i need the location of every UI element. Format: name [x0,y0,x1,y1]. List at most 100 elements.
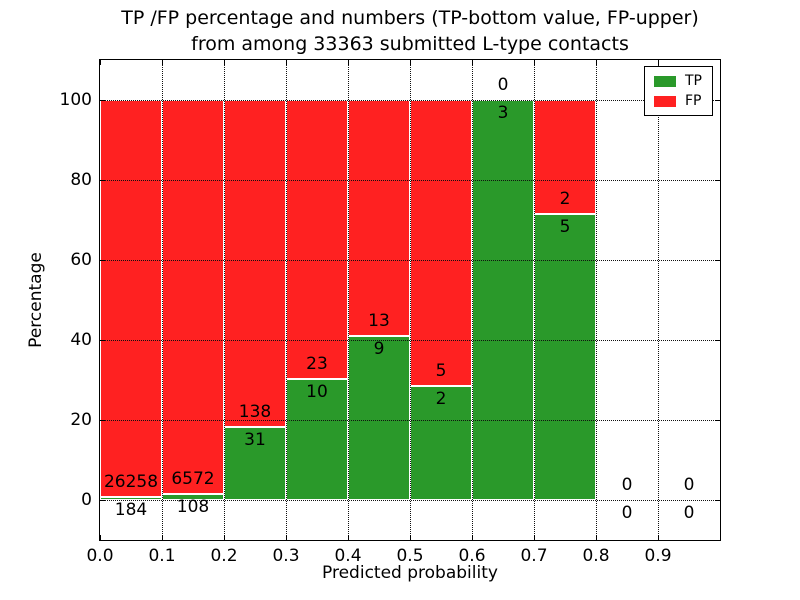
bar-tp-segment [472,100,534,500]
x-tick-mark [658,60,659,65]
tp-count-label: 3 [497,103,509,123]
legend-label-fp: FP [685,93,702,109]
x-tick-mark [224,60,225,65]
fp-color-swatch [654,95,676,107]
tp-count-label: 9 [373,339,385,360]
gridline-vertical [162,60,163,540]
tp-count-label: 2 [435,388,447,409]
y-tick-label: 60 [70,250,92,270]
tp-count-label: 10 [306,381,328,402]
x-tick-mark [596,60,597,65]
tp-count-label: 184 [114,500,148,521]
bar-tp-segment [534,214,596,500]
gridline-vertical [224,60,225,540]
x-tick-mark [472,60,473,65]
x-tick-mark [410,60,411,65]
fp-count-label: 0 [621,475,633,495]
bar-fp-segment [348,100,410,337]
fp-count-label: 2 [559,189,571,210]
fp-count-label: 138 [238,401,272,422]
fp-count-label: 26258 [103,472,159,493]
bar-fp-segment [534,100,596,215]
x-tick-mark [596,535,597,540]
x-tick-label: 0.1 [148,546,176,566]
x-tick-mark [224,535,225,540]
tp-count-label: 108 [176,496,210,517]
x-tick-label: 0.0 [86,546,114,566]
x-tick-label: 0.8 [582,546,610,566]
tp-color-swatch [654,75,676,87]
y-tick-mark [715,180,720,181]
gridline-vertical [348,60,349,540]
y-tick-mark [715,260,720,261]
x-tick-mark [348,535,349,540]
tp-count-label: 0 [683,503,695,523]
x-tick-mark [658,535,659,540]
legend: TP FP [644,66,713,116]
y-tick-mark [100,180,105,181]
chart-title-line1: TP /FP percentage and numbers (TP-bottom… [121,7,699,29]
tp-count-label: 0 [621,503,633,523]
y-tick-mark [715,100,720,101]
bar-tp-segment [100,497,162,500]
x-tick-mark [348,60,349,65]
y-tick-label: 80 [70,170,92,190]
chart-title-line2: from among 33363 submitted L-type contac… [191,32,629,55]
tp-count-label: 5 [559,217,571,238]
bar-fp-segment [410,100,472,386]
y-tick-mark [100,100,105,101]
fp-count-label: 0 [497,75,509,95]
x-tick-mark [534,60,535,65]
bar-tp-segment [348,336,410,500]
x-tick-mark [162,535,163,540]
y-tick-mark [715,340,720,341]
x-tick-mark [100,60,101,65]
y-tick-mark [715,420,720,421]
y-tick-mark [715,500,720,501]
x-tick-mark [100,535,101,540]
gridline-vertical [410,60,411,540]
fp-count-label: 13 [368,311,390,332]
fp-count-label: 0 [683,475,695,495]
y-tick-mark [100,260,105,261]
bar-tp-segment [224,426,286,500]
gridline-vertical [596,60,597,540]
plot-area: TP FP 26258 184 6572 108 138 31 23 10 13 9 5 2 0 3 2 5 0… [99,59,721,541]
gridline-vertical [534,60,535,540]
x-tick-mark [286,535,287,540]
x-tick-mark [286,60,287,65]
y-tick-label: 0 [81,490,92,510]
x-tick-label: 0.3 [272,546,300,566]
bar-tp-segment [410,385,472,500]
x-tick-mark [162,60,163,65]
legend-label-tp: TP [685,73,702,89]
y-tick-label: 40 [70,330,92,350]
legend-entry-tp: TP [654,74,702,88]
x-tick-label: 0.5 [396,546,424,566]
y-tick-mark [100,500,105,501]
legend-entry-fp: FP [654,94,702,108]
x-tick-mark [472,535,473,540]
tp-count-label: 31 [244,429,266,450]
x-tick-label: 0.9 [644,546,672,566]
fp-count-label: 6572 [171,468,215,489]
x-tick-label: 0.7 [520,546,548,566]
gridline-vertical [286,60,287,540]
x-tick-mark [534,535,535,540]
chart-title: TP /FP percentage and numbers (TP-bottom… [100,6,720,57]
x-tick-label: 0.6 [458,546,486,566]
y-tick-label: 20 [70,410,92,430]
y-tick-label: 100 [59,90,92,110]
x-tick-mark [410,535,411,540]
gridline-vertical [658,60,659,540]
bar-fp-segment [224,100,286,427]
bar-fp-segment [100,100,162,498]
fp-count-label: 23 [306,353,328,374]
fp-count-label: 5 [435,360,447,381]
x-axis-label: Predicted probability [322,563,498,583]
bar-fp-segment [286,100,348,379]
gridline-vertical [472,60,473,540]
y-tick-mark [100,420,105,421]
y-tick-mark [100,340,105,341]
